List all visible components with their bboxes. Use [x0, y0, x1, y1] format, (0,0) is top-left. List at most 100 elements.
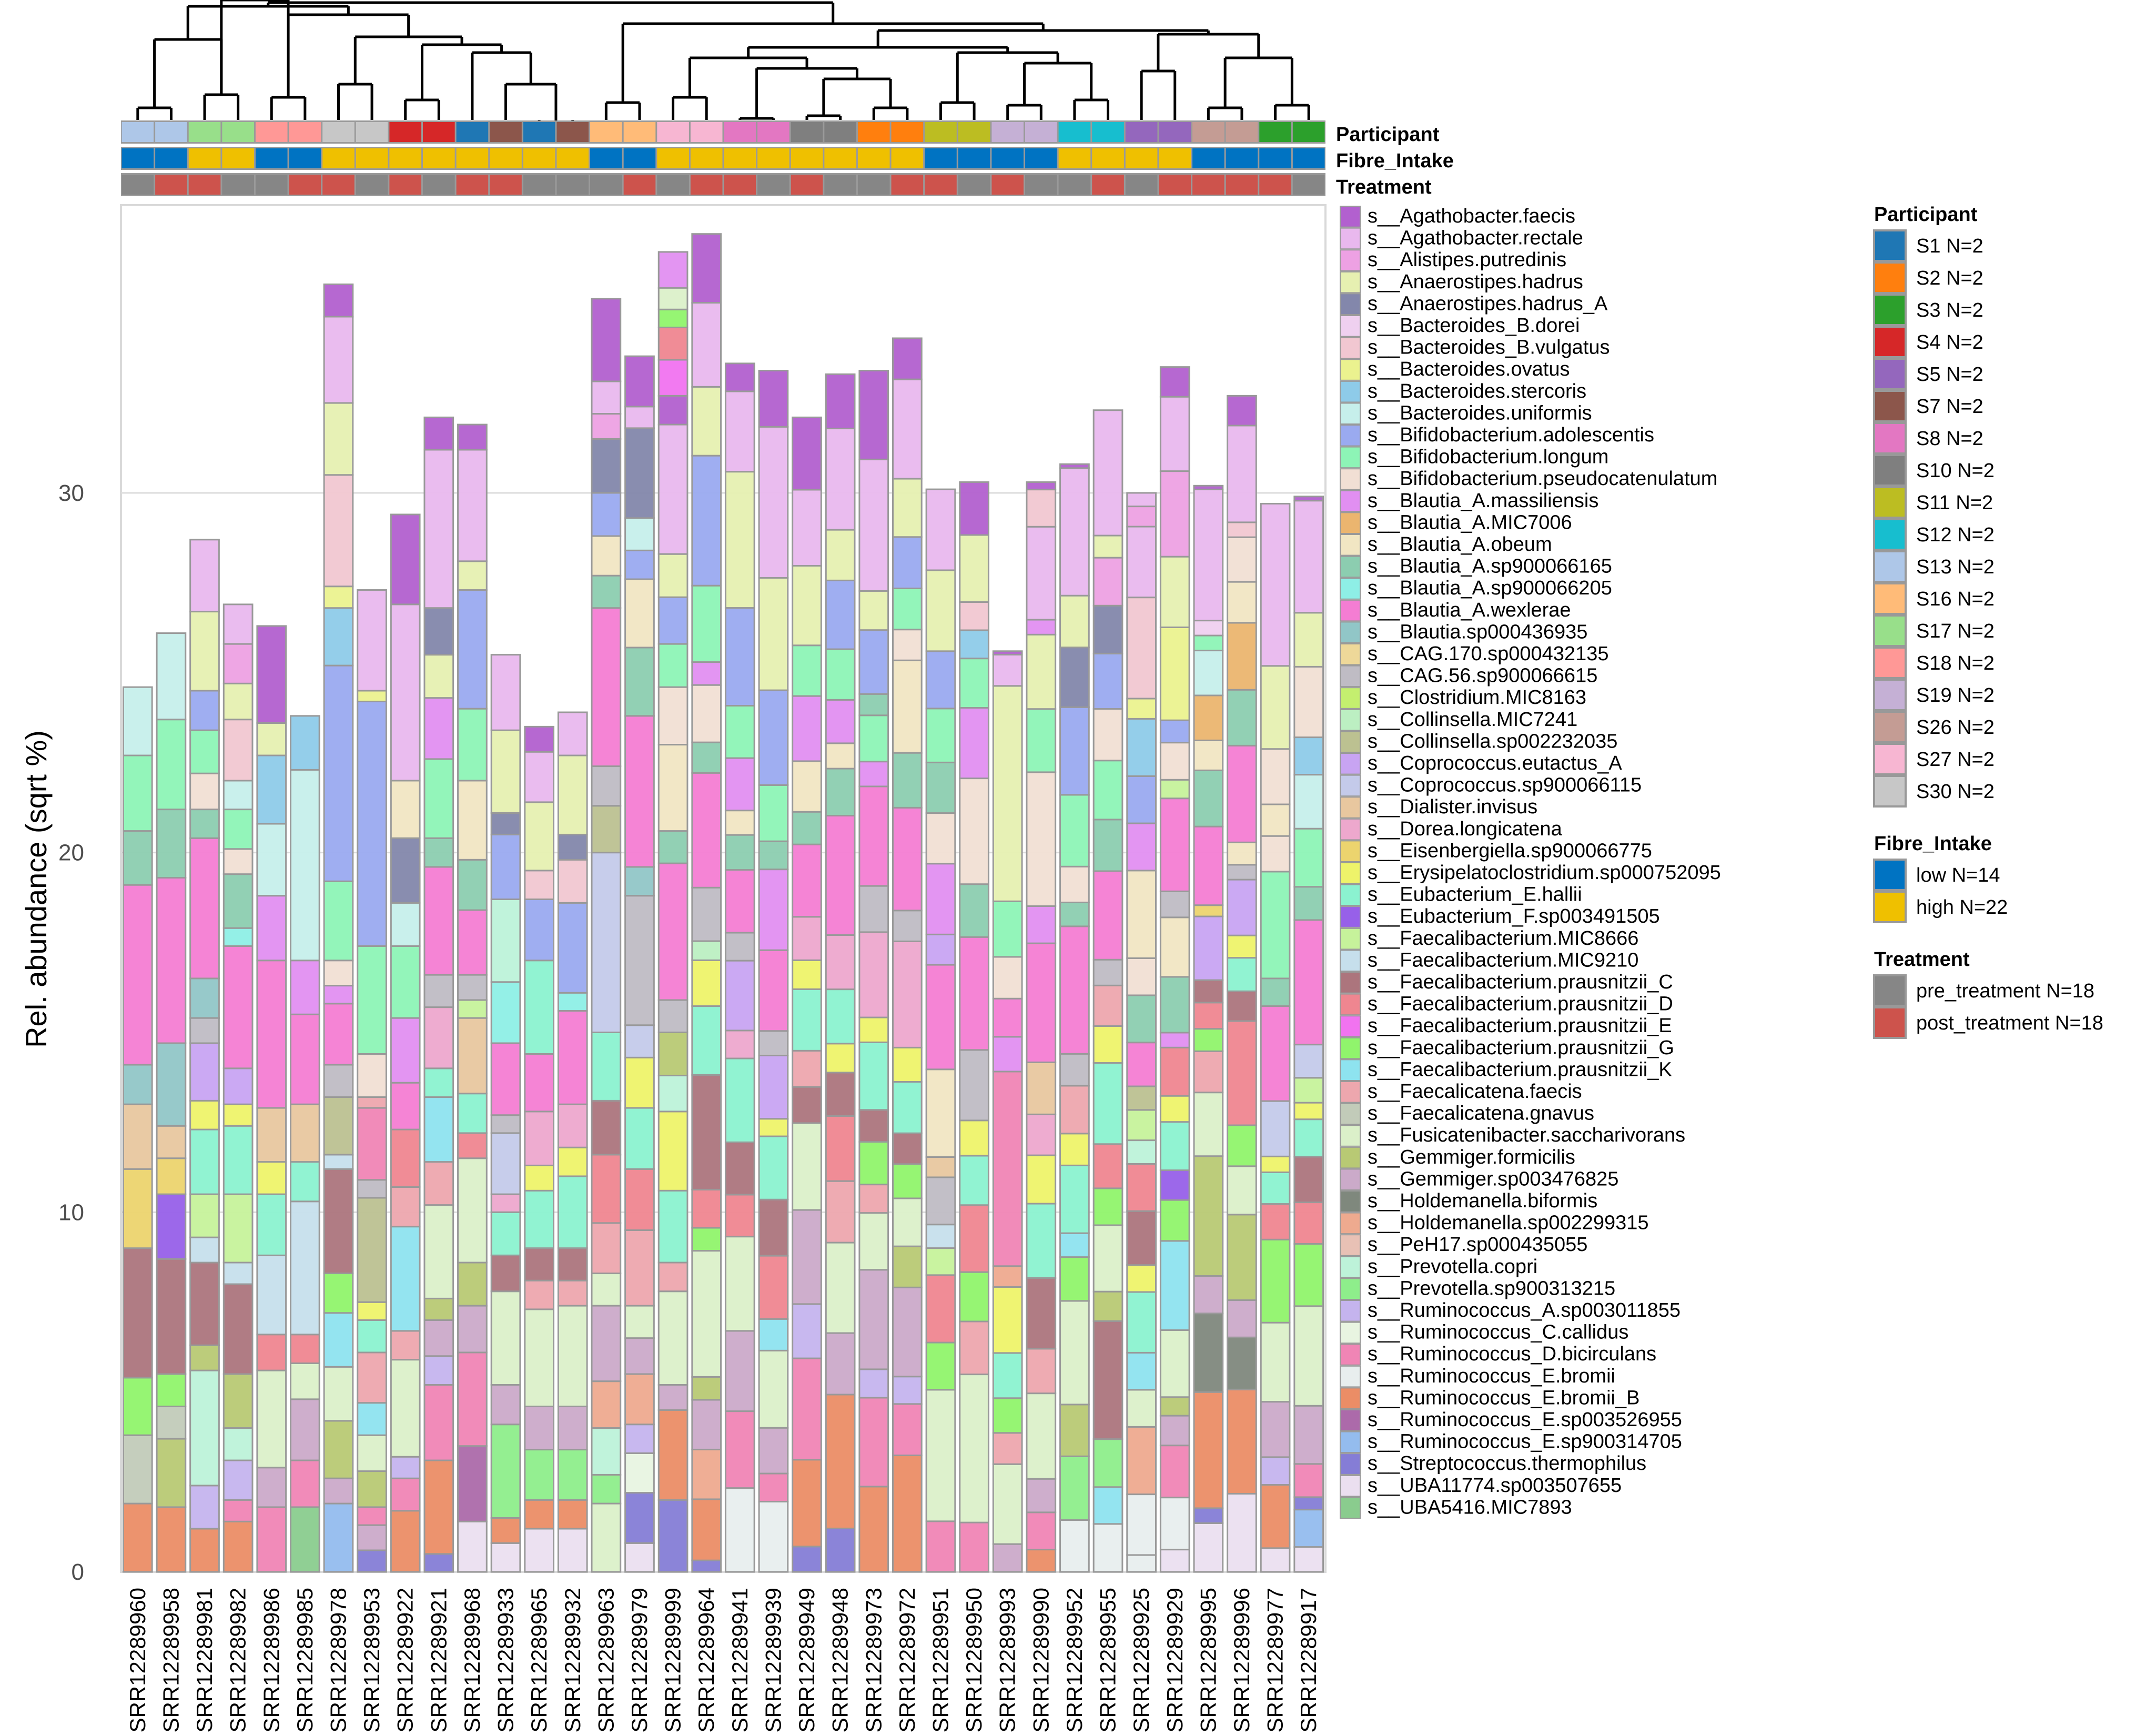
- bar-segment: [892, 752, 923, 809]
- treatment-cell: [891, 175, 924, 195]
- legend-label: s__Blautia.sp000436935: [1368, 621, 1587, 643]
- bar-segment: [624, 406, 655, 429]
- bar-segment: [1193, 1155, 1224, 1277]
- bar-segment: [557, 1247, 588, 1281]
- bar-segment: [1092, 760, 1123, 821]
- bar-segment: [1026, 1277, 1057, 1350]
- bar-segment: [858, 1141, 889, 1186]
- bar-segment: [1126, 957, 1157, 996]
- fibre-intake-cell: [389, 148, 421, 168]
- legend-label: s__Blautia_A.MIC7006: [1368, 511, 1572, 533]
- bar-segment: [1159, 366, 1190, 398]
- bar-segment: [724, 1194, 755, 1238]
- bar-segment: [792, 988, 822, 1052]
- bar-segment: [189, 539, 220, 613]
- x-tick-label: SRR12289979: [627, 1588, 652, 1733]
- legend-label: s__Eubacterium_F.sp003491505: [1368, 905, 1660, 927]
- bar-segment: [1159, 890, 1190, 919]
- x-tick-label: SRR12289925: [1129, 1588, 1153, 1733]
- bar-segment: [1227, 864, 1257, 881]
- bar-segment: [557, 1499, 588, 1530]
- bar-segment: [892, 1046, 923, 1083]
- legend-swatch: [1340, 1321, 1361, 1344]
- bar-segment: [825, 579, 856, 650]
- bar-segment: [1059, 1164, 1090, 1234]
- bar-segment: [357, 1434, 387, 1472]
- bar-segment: [557, 1146, 588, 1177]
- bar-segment: [256, 1193, 287, 1256]
- fibre-intake-cell: [1226, 148, 1258, 168]
- bar-segment: [925, 1176, 956, 1226]
- legend-label: S18 N=2: [1916, 652, 1995, 674]
- bar-segment: [657, 1031, 689, 1077]
- bar-segment: [1026, 1549, 1057, 1573]
- legend-label: s__Ruminococcus_E.sp003526955: [1368, 1409, 1682, 1431]
- fibre-intake-cell: [1259, 148, 1291, 168]
- bar-segment: [1092, 1438, 1123, 1488]
- bar-segment: [691, 455, 722, 587]
- bar-segment: [1092, 604, 1123, 654]
- bar-segment: [1126, 1264, 1157, 1293]
- bar-stack: [959, 481, 989, 1573]
- legend-swatch: [1340, 1409, 1361, 1431]
- treatment-cell: [255, 175, 288, 195]
- bar-segment: [122, 1064, 153, 1105]
- bar-segment: [1260, 1321, 1291, 1403]
- bar-segment: [1293, 1496, 1324, 1511]
- bar-segment: [858, 1184, 889, 1214]
- x-tick-label: SRR12289996: [1229, 1588, 1254, 1733]
- participant-cell: [757, 122, 789, 142]
- bar-segment: [992, 653, 1023, 687]
- legend-label: s__Ruminococcus_E.bromii_B: [1368, 1387, 1639, 1409]
- legend-swatch: [1873, 711, 1907, 743]
- bar-segment: [490, 1193, 521, 1213]
- x-tick-label: SRR12289941: [727, 1588, 752, 1733]
- participant-cell: [356, 122, 388, 142]
- bar-segment: [724, 1410, 755, 1489]
- legend-label: s__UBA11774.sp003507655: [1368, 1475, 1622, 1497]
- legend-label: pre_treatment N=18: [1916, 980, 2094, 1002]
- bar-segment: [357, 1506, 387, 1526]
- bar-segment: [1260, 1171, 1291, 1205]
- bar-segment: [624, 549, 655, 580]
- legend-label: s__Streptococcus.thermophilus: [1368, 1452, 1646, 1475]
- legend-label: s__Faecalibacterium.prausnitzii_K: [1368, 1058, 1672, 1081]
- bar-segment: [1193, 1050, 1224, 1094]
- x-tick-label: SRR12289929: [1162, 1588, 1187, 1733]
- legend-label: S8 N=2: [1916, 428, 1983, 450]
- legend-swatch: [1340, 709, 1361, 731]
- bar-segment: [691, 1074, 722, 1190]
- bar-segment: [1227, 622, 1257, 691]
- bar-stack: [1159, 366, 1190, 1573]
- bar-segment: [457, 999, 488, 1019]
- bar-segment: [1227, 1492, 1257, 1573]
- bar-segment: [1126, 1351, 1157, 1391]
- bar-segment: [1026, 771, 1057, 907]
- bar-segment: [858, 590, 889, 631]
- bar-segment: [156, 876, 187, 1044]
- bar-segment: [156, 1258, 187, 1375]
- fibre-intake-cell: [255, 148, 288, 168]
- legend-label: s__Ruminococcus_A.sp003011855: [1368, 1299, 1681, 1321]
- legend-label: s__Coprococcus.sp900066115: [1368, 774, 1642, 796]
- bar-segment: [591, 607, 622, 768]
- bar-segment: [724, 471, 755, 609]
- bar-segment: [591, 1031, 622, 1102]
- bar-segment: [657, 1189, 689, 1264]
- bar-segment: [1260, 1238, 1291, 1324]
- x-tick-label: SRR12289982: [226, 1588, 250, 1733]
- participant-cell: [222, 122, 254, 142]
- bar-segment: [657, 326, 689, 361]
- bar-segment: [423, 697, 454, 760]
- bar-segment: [1227, 521, 1257, 538]
- participant-cell: [724, 122, 756, 142]
- bar-segment: [189, 837, 220, 980]
- bar-segment: [1227, 1020, 1257, 1126]
- bar-segment: [1026, 633, 1057, 710]
- x-tick-label: SRR12289933: [493, 1588, 518, 1733]
- bar-segment: [792, 416, 822, 491]
- bar-segment: [758, 1118, 789, 1137]
- bar-segment: [825, 1180, 856, 1244]
- bar-segment: [1260, 665, 1291, 750]
- participant-cell: [1292, 122, 1325, 142]
